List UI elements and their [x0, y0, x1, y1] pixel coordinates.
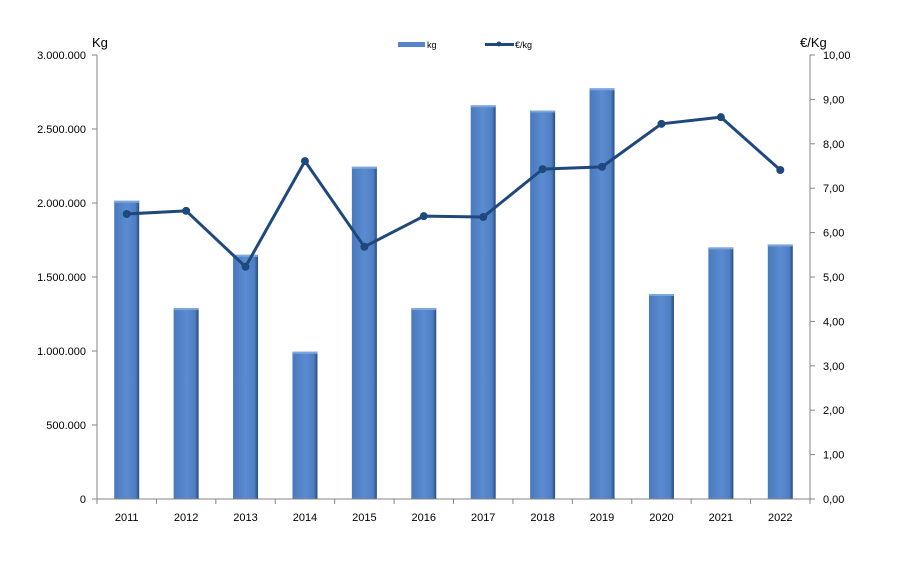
- x-tick-label: 2019: [590, 512, 614, 524]
- bar-top-highlight: [173, 308, 199, 311]
- bar-top-highlight: [411, 308, 437, 311]
- x-tick-label: 2018: [530, 512, 554, 524]
- x-tick-label: 2020: [649, 512, 673, 524]
- bar-top-highlight: [470, 105, 496, 108]
- y2-tick-label: 2,00: [823, 405, 844, 417]
- price-point-2012: [182, 206, 191, 215]
- y-tick-label: 0: [80, 494, 86, 506]
- x-tick-label: 2011: [115, 512, 139, 524]
- y-tick-label: 2.500.000: [37, 124, 86, 136]
- bar-2013: [233, 254, 259, 499]
- bar-top-highlight: [114, 200, 140, 203]
- legend-label-price: €/kg: [515, 40, 532, 50]
- bar-top-highlight: [589, 88, 615, 91]
- bar-top-highlight: [708, 247, 734, 250]
- y2-tick-label: 6,00: [823, 228, 844, 240]
- bar-2021: [708, 247, 734, 499]
- bar-2019: [589, 88, 615, 500]
- bar-top-highlight: [648, 294, 674, 297]
- bar-2022: [767, 244, 793, 499]
- legend-label-kg: kg: [427, 40, 437, 50]
- price-point-2018: [538, 165, 547, 174]
- x-tick-label: 2017: [471, 512, 495, 524]
- y2-tick-label: 3,00: [823, 361, 844, 373]
- y2-tick-label: 9,00: [823, 94, 844, 106]
- price-point-2019: [598, 162, 607, 171]
- y2-tick-label: 7,00: [823, 183, 844, 195]
- bar-top-highlight: [767, 244, 793, 247]
- y2-axis-label: €/Kg: [800, 35, 827, 50]
- price-point-2011: [122, 209, 131, 218]
- y-axis-label: Kg: [92, 35, 108, 50]
- x-tick-label: 2016: [412, 512, 436, 524]
- y2-tick-label: 10,00: [823, 50, 851, 62]
- bar-2015: [351, 166, 377, 500]
- bar-top-highlight: [292, 351, 318, 354]
- y-tick-label: 2.000.000: [37, 198, 86, 210]
- price-point-2014: [300, 157, 309, 166]
- legend: kg €/kg: [398, 40, 532, 50]
- x-tick-label: 2021: [709, 512, 733, 524]
- x-tick-label: 2013: [233, 512, 257, 524]
- y-tick-label: 1.000.000: [37, 346, 86, 358]
- bar-2016: [411, 308, 437, 499]
- price-point-2021: [716, 113, 725, 122]
- legend-swatch-kg: [398, 42, 425, 47]
- price-point-2013: [241, 262, 250, 271]
- y2-tick-label: 4,00: [823, 316, 844, 328]
- x-tick-label: 2012: [174, 512, 198, 524]
- bar-2020: [648, 294, 674, 499]
- bar-2012: [173, 308, 199, 499]
- price-point-2020: [657, 119, 666, 128]
- legend-marker-price: [496, 41, 502, 47]
- x-tick-label: 2014: [293, 512, 317, 524]
- bar-top-highlight: [233, 254, 259, 257]
- bar-2014: [292, 351, 318, 499]
- x-tick-label: 2022: [768, 512, 792, 524]
- price-point-2017: [479, 213, 488, 222]
- y2-tick-label: 0,00: [823, 494, 844, 506]
- y-tick-label: 3.000.000: [37, 50, 86, 62]
- price-point-2016: [419, 212, 428, 221]
- bar-2011: [114, 200, 140, 499]
- y2-tick-label: 1,00: [823, 450, 844, 462]
- price-point-2015: [360, 242, 369, 251]
- y2-tick-label: 8,00: [823, 139, 844, 151]
- y2-tick-label: 5,00: [823, 272, 844, 284]
- bar-top-highlight: [351, 166, 377, 169]
- x-tick-label: 2015: [352, 512, 376, 524]
- price-point-2022: [776, 165, 785, 174]
- price-line: [126, 115, 782, 269]
- y-tick-label: 1.500.000: [37, 272, 86, 284]
- y-tick-label: 500.000: [46, 420, 86, 432]
- bar-2017: [470, 105, 496, 499]
- bar-top-highlight: [530, 110, 556, 113]
